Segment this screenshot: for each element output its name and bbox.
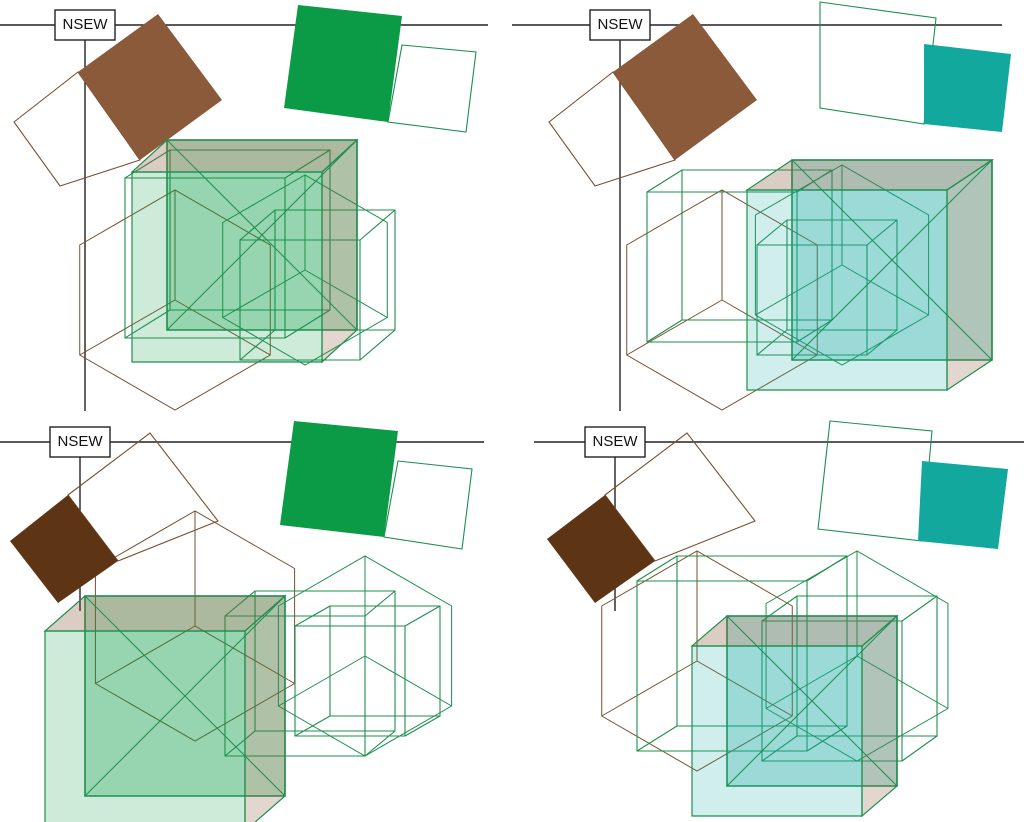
outline-square-right [819,1,937,125]
solid-face [130,139,359,173]
hex-spoke [79,299,176,356]
nsew-box [584,426,646,458]
filled-square-right [918,461,1008,549]
diagonal-edge [84,595,286,797]
solid-face [321,138,358,364]
solid-face [43,595,287,632]
outline-square-right [383,460,473,550]
filled-square-left [547,495,655,603]
cube-edge [224,590,256,617]
cube-edge [901,595,938,622]
cube-edge [796,319,833,343]
cube-edge [636,555,678,582]
cube-edge [294,715,331,737]
outline-square-left [67,432,219,562]
cube-edge [901,735,938,762]
hex-spoke [304,269,388,318]
cube-edge [866,329,898,356]
panel-top-left: NSEW [0,0,512,411]
cube-edge [294,605,331,627]
cube-edge [239,209,276,241]
panel-bottom-left: NSEW [0,411,512,822]
diagram-bottom-left [0,421,484,822]
hex-spoke [755,264,843,316]
hex-spoke [841,264,929,316]
nsew-box [54,9,116,41]
hex-spoke [696,660,793,717]
cube-edge [756,219,788,246]
cube-edge [224,730,256,757]
hex-spoke [364,655,452,707]
cube-edge [359,329,396,361]
outline-square-left [604,432,756,562]
filled-square-left [78,14,222,160]
panel-bottom-right: NSEW [512,411,1024,822]
cube-face-back [329,605,441,717]
cube-edge [806,725,848,752]
cube-edge [636,725,678,752]
hex-spoke [626,299,723,356]
filled-square-right [924,44,1011,132]
cube-edge [284,149,331,179]
diagram-bottom-right [534,420,1024,818]
diagram-top-right [512,1,1011,411]
cube-edge [761,735,798,762]
cube-edge [239,329,276,361]
diagonal-edge [726,615,898,787]
diagram-top-left [0,5,488,411]
cube-edge [866,219,898,246]
nsew-box [589,9,651,41]
hex-spoke [174,299,271,356]
nsew-box [49,426,111,458]
filled-square-left [613,14,757,160]
solid-face [946,158,993,392]
hex-outline [222,174,388,366]
filled-square-left [10,495,118,603]
cube-edge [646,169,683,193]
cube-face-front [294,625,406,737]
hex-outline [601,550,793,772]
filled-square-right [284,5,402,122]
cube-edge [364,730,396,757]
solid-face [131,171,323,363]
diagonal-edge [166,139,358,331]
solid-face [691,645,863,817]
filled-square-right [280,421,398,537]
solid-face [690,615,899,647]
cube-edge [359,209,396,241]
outline-square-right [817,420,933,542]
cube-edge [756,329,788,356]
panel-top-right: NSEW [512,0,1024,411]
cube-edge [761,595,798,622]
cube-edge [806,555,848,582]
solid-face [44,630,246,822]
hex-spoke [765,655,858,709]
solid-face [746,189,948,391]
cube-edge [404,605,441,627]
hex-spoke [95,625,196,684]
hex-spoke [721,299,818,356]
hex-outline [79,189,271,411]
outline-square-right [387,44,477,133]
hex-spoke [601,660,698,717]
cube-edge [364,590,396,617]
diagonal-edge [791,159,993,361]
cube-edge [646,319,683,343]
cube-edge [404,715,441,737]
hex-spoke [278,655,366,707]
cube-edge [796,169,833,193]
hex-outline [754,164,930,366]
